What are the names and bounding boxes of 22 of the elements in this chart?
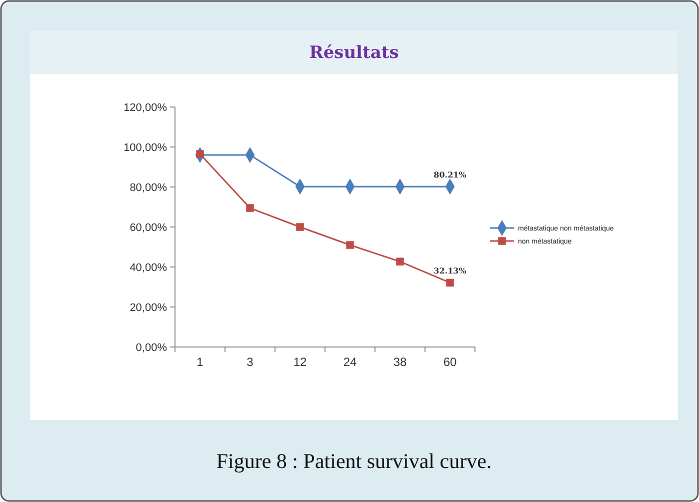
x-tick-label: 38 (393, 355, 407, 369)
y-tick-label: 100,00% (124, 142, 168, 154)
data-label: 32.13% (434, 266, 467, 276)
data-label: 80.21% (434, 170, 467, 180)
y-tick-label: 20,00% (130, 302, 168, 314)
y-tick-label: 80,00% (130, 182, 168, 194)
x-tick-label: 24 (343, 355, 357, 369)
x-tick-label: 12 (293, 355, 307, 369)
y-tick-label: 120,00% (124, 102, 168, 114)
caption: Figure 8 : Patient survival curve. (216, 449, 492, 473)
y-tick-label: 0,00% (136, 342, 168, 354)
point (446, 278, 454, 287)
point (396, 258, 404, 266)
y-tick-label: 40,00% (130, 262, 168, 274)
y-tick-label: 60,00% (130, 222, 168, 234)
chart-title: Résultats (309, 43, 399, 63)
point (346, 241, 354, 249)
point (296, 223, 304, 231)
x-tick-label: 1 (196, 355, 204, 369)
x-tick-label: 3 (246, 355, 254, 369)
x-tick-label: 60 (443, 355, 457, 369)
point (246, 204, 254, 212)
